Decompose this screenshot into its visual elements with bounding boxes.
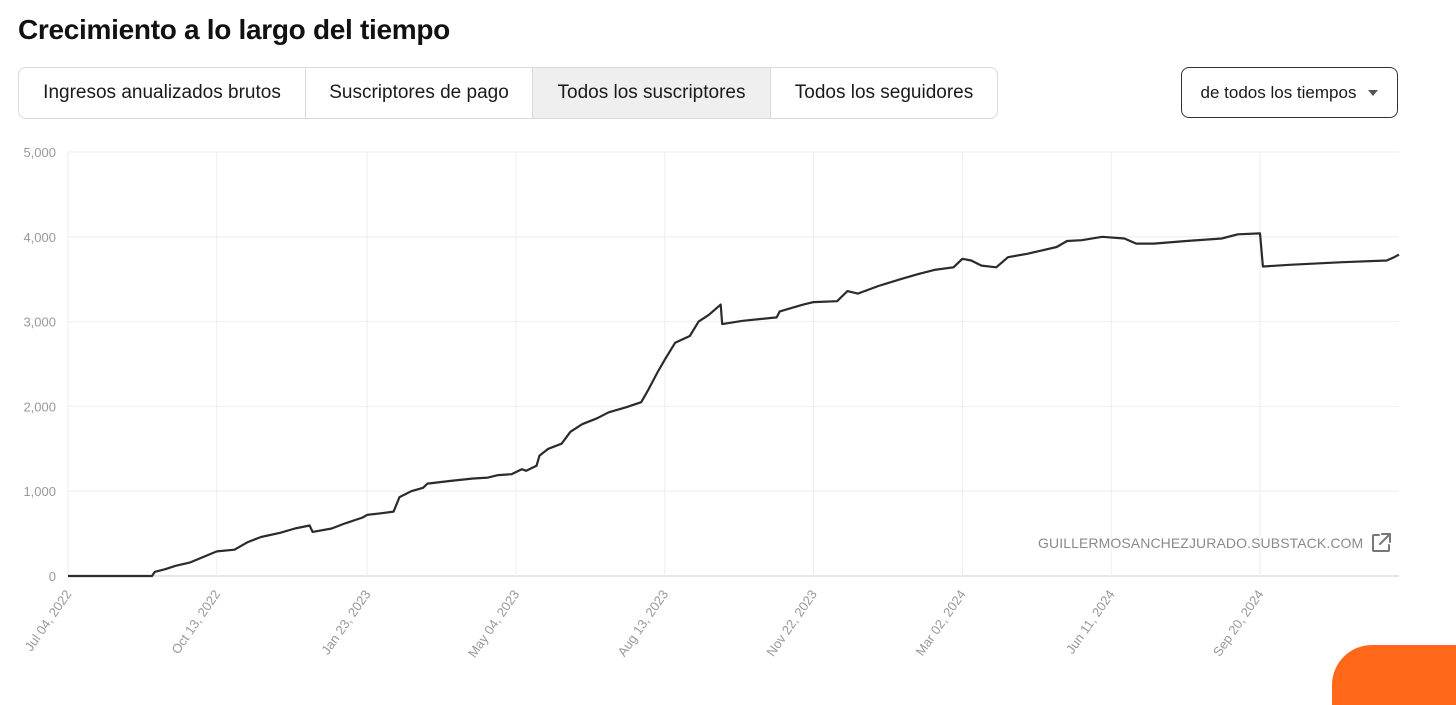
y-tick-label: 5,000 <box>23 145 56 160</box>
series-line <box>68 232 1400 578</box>
y-tick-label: 2,000 <box>23 399 56 414</box>
caret-down-icon <box>1368 90 1379 96</box>
x-tick-label: Nov 22, 2023 <box>763 587 820 659</box>
y-tick-label: 4,000 <box>23 230 56 245</box>
watermark-link[interactable]: GUILLERMOSANCHEZJURADO.SUBSTACK.COM <box>1038 531 1393 555</box>
floating-action-blob[interactable] <box>1332 645 1456 705</box>
x-tick-label: Aug 13, 2023 <box>615 587 672 659</box>
subscribers-line-chart: 0 1,000 2,000 3,000 4,000 5,000 Jul 04, 2022 Oc… <box>22 145 1400 660</box>
x-tick-label: Oct 13, 2022 <box>168 587 223 657</box>
x-tick-label: Jul 04, 2022 <box>22 587 75 654</box>
external-link-icon <box>1372 533 1392 552</box>
time-range-dropdown[interactable]: de todos los tiempos <box>1181 67 1398 118</box>
tab-suscriptores-de-pago[interactable]: Suscriptores de pago <box>306 68 533 118</box>
y-tick-label: 3,000 <box>23 315 56 330</box>
metric-tabs: Ingresos anualizados brutos Suscriptores… <box>18 67 998 119</box>
time-range-value: de todos los tiempos <box>1200 82 1357 102</box>
x-tick-label: Sep 20, 2024 <box>1210 587 1267 659</box>
y-tick-label: 1,000 <box>23 484 56 499</box>
x-tick-label: Jan 23, 2023 <box>318 587 373 657</box>
x-tick-label: Mar 02, 2024 <box>913 587 969 658</box>
page-title: Crecimiento a lo largo del tiempo <box>18 14 450 45</box>
watermark-text: GUILLERMOSANCHEZJURADO.SUBSTACK.COM <box>1038 535 1364 551</box>
y-tick-label: 0 <box>49 569 56 584</box>
tab-ingresos-anualizados-brutos[interactable]: Ingresos anualizados brutos <box>19 68 306 118</box>
tab-todos-los-seguidores[interactable]: Todos los seguidores <box>794 82 974 103</box>
tab-todos-los-suscriptores[interactable]: Todos los suscriptores <box>533 68 771 118</box>
x-tick-label: Jun 11, 2024 <box>1063 587 1118 656</box>
x-tick-label: May 04, 2023 <box>465 587 522 660</box>
